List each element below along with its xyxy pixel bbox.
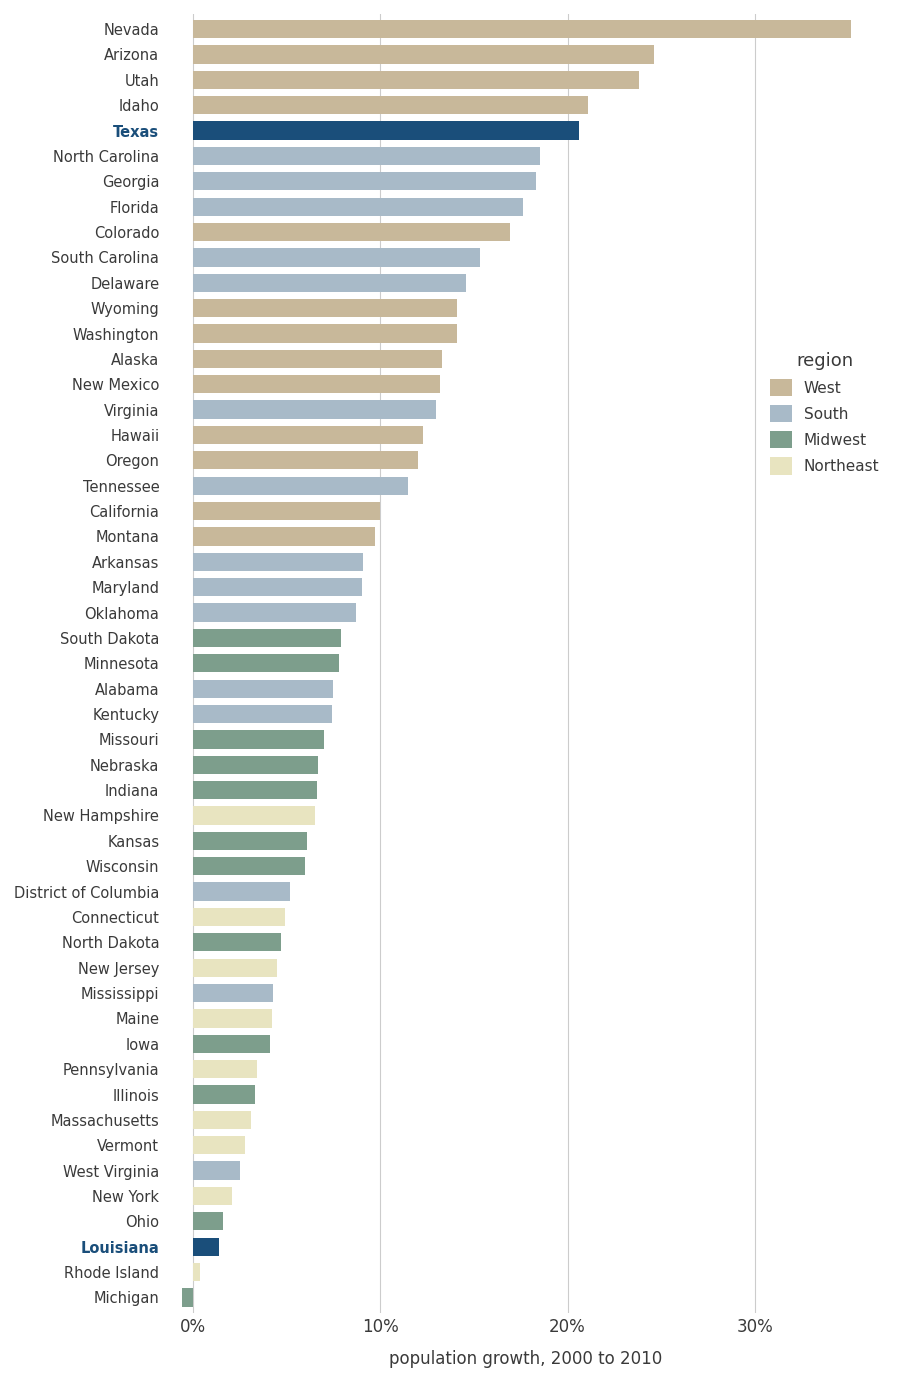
Bar (193, 401, 436, 419)
Bar (193, 1212, 223, 1230)
Bar (193, 249, 480, 267)
Bar (193, 1085, 255, 1104)
Bar (193, 781, 317, 799)
Bar (193, 19, 850, 39)
Bar (193, 883, 291, 901)
Bar (193, 1263, 201, 1281)
Bar (193, 756, 319, 774)
Bar (193, 806, 315, 825)
Bar (182, 1288, 193, 1306)
Bar (193, 1136, 246, 1154)
Bar (193, 70, 639, 88)
Bar (193, 1060, 256, 1078)
Bar (193, 832, 307, 850)
X-axis label: population growth, 2000 to 2010: population growth, 2000 to 2010 (389, 1350, 662, 1368)
Bar (193, 959, 277, 977)
Bar (193, 1009, 272, 1028)
Bar (193, 528, 374, 546)
Bar (193, 375, 440, 394)
Bar (193, 502, 381, 520)
Bar (193, 604, 356, 622)
Bar (193, 198, 523, 216)
Bar (193, 477, 409, 495)
Bar (193, 350, 442, 368)
Bar (193, 274, 466, 292)
Bar (193, 730, 324, 749)
Bar (193, 553, 364, 571)
Bar (193, 908, 284, 926)
Bar (193, 680, 333, 698)
Bar (193, 857, 305, 875)
Bar (193, 705, 331, 723)
Bar (193, 325, 457, 343)
Bar (193, 122, 579, 140)
Bar (193, 1161, 239, 1180)
Bar (193, 654, 339, 673)
Bar (193, 1111, 251, 1129)
Bar (193, 1238, 220, 1256)
Bar (193, 299, 457, 318)
Bar (193, 223, 509, 242)
Bar (193, 1035, 270, 1053)
Bar (193, 578, 362, 596)
Bar (193, 146, 539, 164)
Bar (193, 984, 274, 1002)
Bar (193, 933, 281, 951)
Bar (193, 451, 418, 470)
Bar (193, 629, 341, 647)
Bar (193, 173, 536, 191)
Legend: West, South, Midwest, Northeast: West, South, Midwest, Northeast (764, 347, 886, 481)
Bar (193, 1187, 232, 1205)
Bar (193, 46, 653, 64)
Bar (193, 426, 423, 444)
Bar (193, 97, 589, 115)
